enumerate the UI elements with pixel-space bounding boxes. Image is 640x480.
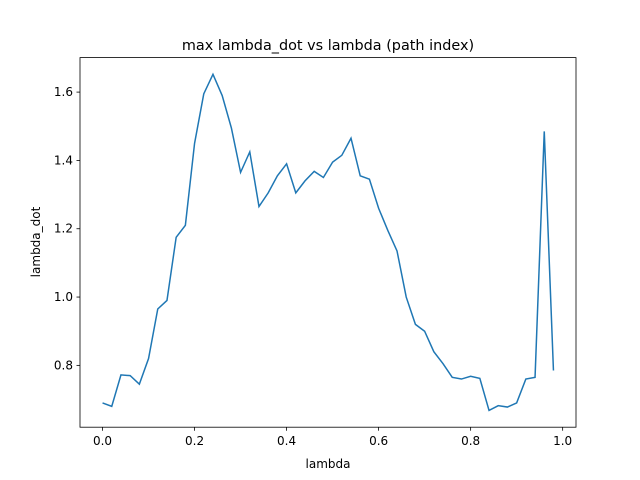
x-axis-label: lambda [306, 457, 351, 471]
y-axis-label: lambda_dot [29, 206, 43, 277]
x-tick-label: 0.4 [277, 434, 296, 448]
x-tick-label: 1.0 [553, 434, 572, 448]
y-tick-label: 1.4 [54, 153, 73, 167]
line-series [102, 72, 555, 412]
y-tick-label: 1.0 [54, 290, 73, 304]
y-tick-label: 1.6 [54, 85, 73, 99]
y-tick-label: 1.2 [54, 222, 73, 236]
chart-title: max lambda_dot vs lambda (path index) [182, 38, 474, 54]
x-tick-label: 0.6 [369, 434, 388, 448]
y-tick-label: 0.8 [54, 358, 73, 372]
axes-frame [79, 57, 577, 428]
x-tick-label: 0.8 [461, 434, 480, 448]
x-tick-label: 0.2 [185, 434, 204, 448]
x-tick-label: 0.0 [93, 434, 112, 448]
